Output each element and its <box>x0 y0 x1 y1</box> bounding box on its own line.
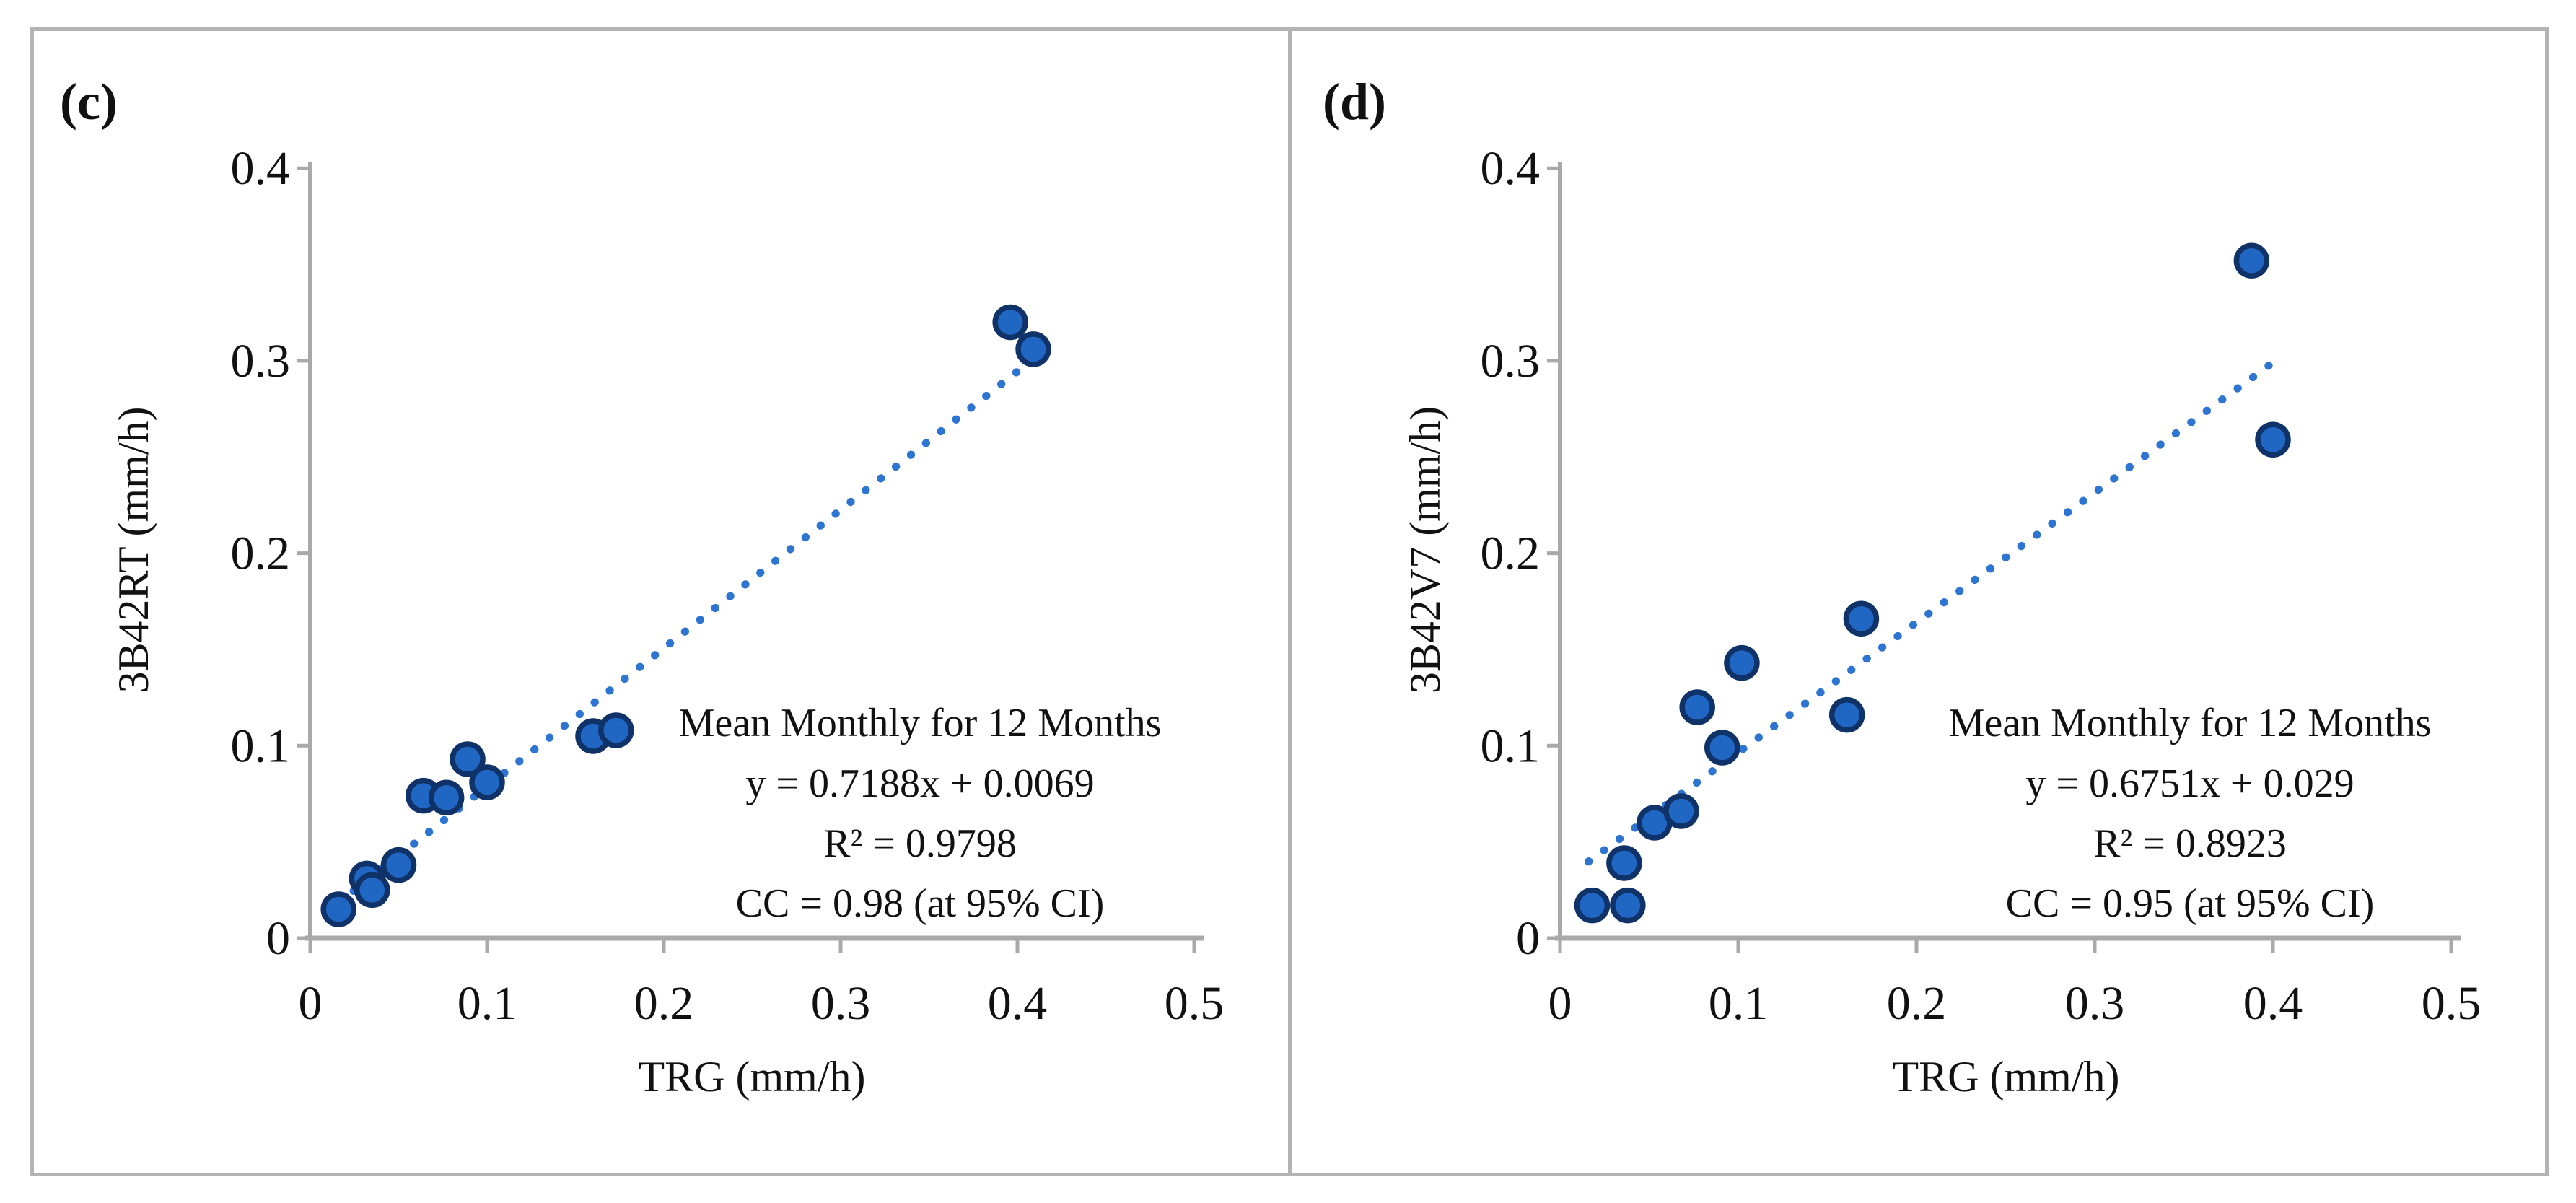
data-point <box>1704 730 1740 766</box>
x-tick-label: 0 <box>299 977 323 1030</box>
data-point <box>469 764 505 800</box>
data-point <box>1606 845 1642 881</box>
panel-divider <box>1288 27 1292 1176</box>
x-tick-label: 0.4 <box>988 977 1048 1030</box>
data-point <box>1843 600 1880 637</box>
y-tick-label: 0 <box>1516 912 1540 965</box>
x-axis-title: TRG (mm/h) <box>1893 1053 2120 1101</box>
scatter-panel-c: 0 0.1 0.2 0.3 0.4 0.5 0 0.1 0.2 0.3 0.4 (c) TRG (mm/… <box>60 73 1225 1101</box>
y-tick-label: 0 <box>266 912 290 965</box>
panel-label: (c) <box>60 73 118 131</box>
annotation-line: Mean Monthly for 12 Months <box>1949 701 2432 745</box>
annotation-line: R² = 0.8923 <box>2093 821 2287 866</box>
data-point <box>320 891 356 927</box>
y-tick-label: 0.3 <box>1481 335 1541 388</box>
x-tick-label: 0.5 <box>2422 977 2481 1030</box>
data-point <box>1015 331 1051 367</box>
data-point <box>992 304 1028 341</box>
trendline <box>334 356 1036 907</box>
y-tick-label: 0.4 <box>231 142 291 195</box>
data-point <box>1724 644 1760 681</box>
annotation-line: y = 0.7188x + 0.0069 <box>745 761 1094 806</box>
annotation-line: y = 0.6751x + 0.029 <box>2025 761 2354 806</box>
x-tick-label: 0.3 <box>2065 977 2125 1030</box>
y-tick-label: 0.2 <box>1481 528 1541 580</box>
annotation-line: CC = 0.95 (at 95% CI) <box>2006 881 2375 926</box>
scatter-panel-d: 0 0.1 0.2 0.3 0.4 0.5 0 0.1 0.2 0.3 0.4 (d) TRG (mm/… <box>1323 73 2481 1101</box>
y-tick-label: 0.3 <box>231 335 291 388</box>
x-tick-label: 0.5 <box>1165 977 1225 1030</box>
data-point <box>2233 242 2270 279</box>
x-axis-title: TRG (mm/h) <box>639 1053 866 1101</box>
trendline <box>1585 357 2279 866</box>
data-point <box>1610 887 1646 924</box>
data-point <box>450 741 486 777</box>
annotation-line: Mean Monthly for 12 Months <box>679 701 1162 745</box>
x-tick-label: 0.2 <box>634 977 694 1030</box>
data-point <box>380 847 417 883</box>
y-tick-label: 0.1 <box>231 719 291 772</box>
y-axis-title: 3B42V7 (mm/h) <box>1401 406 1449 694</box>
data-point <box>1574 887 1611 924</box>
y-axis-title: 3B42RT (mm/h) <box>110 407 157 694</box>
x-tick-label: 0.4 <box>2243 977 2303 1030</box>
x-tick-label: 0 <box>1548 977 1572 1030</box>
y-tick-label: 0.4 <box>1481 142 1541 195</box>
x-tick-label: 0.2 <box>1887 977 1947 1030</box>
data-point <box>1828 696 1865 733</box>
data-point <box>2255 421 2291 458</box>
x-tick-label: 0.1 <box>1709 977 1769 1030</box>
data-point <box>1679 689 1715 725</box>
data-point <box>598 712 634 748</box>
x-tick-label: 0.1 <box>457 977 517 1030</box>
data-point <box>354 872 390 909</box>
panel-label: (d) <box>1323 73 1386 131</box>
annotation-line: CC = 0.98 (at 95% CI) <box>736 881 1105 926</box>
y-tick-label: 0.1 <box>1481 719 1541 772</box>
x-tick-label: 0.3 <box>811 977 871 1030</box>
data-point <box>428 779 465 816</box>
data-point <box>1663 793 1699 829</box>
y-tick-label: 0.2 <box>231 528 291 580</box>
annotation-line: R² = 0.9798 <box>823 821 1017 866</box>
